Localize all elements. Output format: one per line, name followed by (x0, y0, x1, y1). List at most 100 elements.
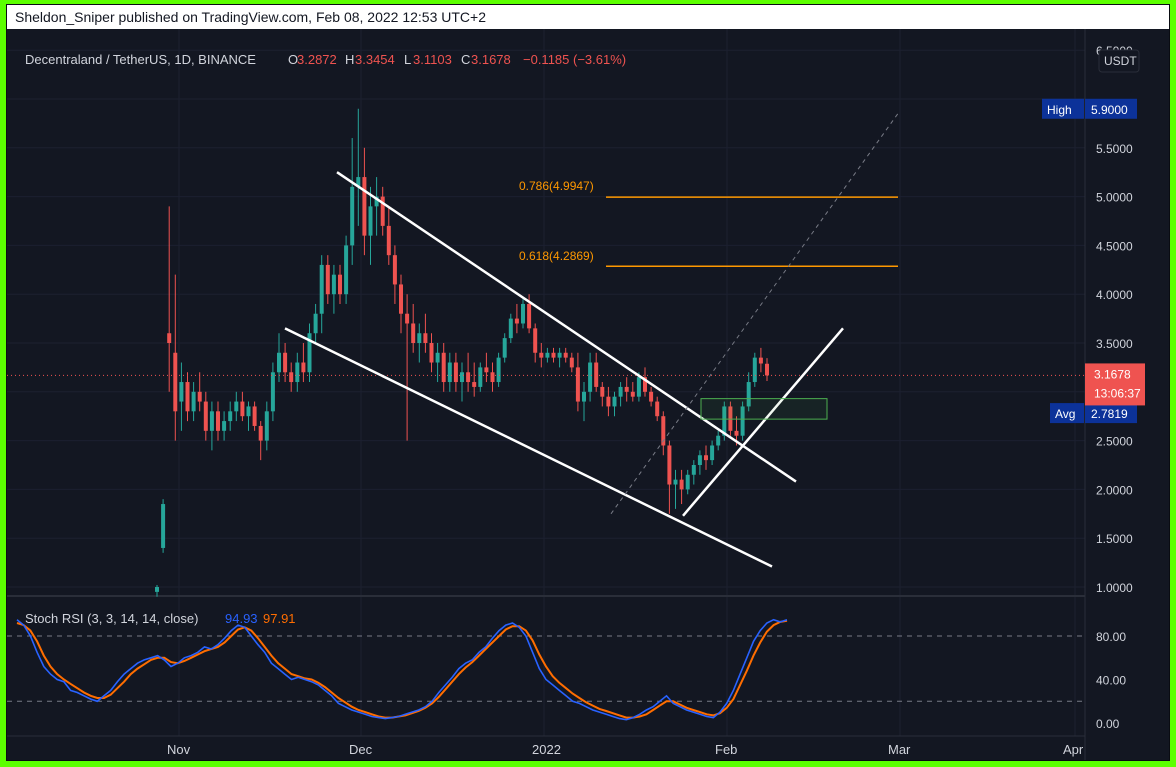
candle-body (173, 352, 178, 412)
candle-body (716, 435, 721, 446)
time-tick-label: 2022 (532, 742, 561, 757)
candle-body (289, 372, 294, 383)
high-tag-label: High (1047, 103, 1072, 117)
candle-body (734, 430, 739, 436)
drawings[interactable] (7, 110, 1085, 568)
chart-frame: 6.50005.50005.00004.50004.00003.50002.50… (6, 4, 1170, 761)
candle-body (557, 352, 562, 358)
candle-body (679, 479, 684, 490)
candle-body (435, 352, 440, 363)
last-price-tag (1085, 363, 1145, 406)
candle-body (447, 362, 452, 383)
candle-body (240, 401, 245, 417)
channel-upper-trendline[interactable] (336, 171, 797, 483)
candle-body (569, 357, 574, 368)
fib-0786-label: 0.786(4.9947) (519, 179, 594, 193)
candle-body (478, 367, 483, 387)
candle-body (527, 303, 532, 329)
price-tick-label: 4.0000 (1096, 288, 1133, 302)
candle-body (722, 406, 727, 436)
candle-body (746, 382, 751, 407)
projection-dashed-line[interactable] (610, 110, 901, 515)
time-axis[interactable]: Nov Dec 2022 Feb Mar Apr (167, 742, 1084, 757)
time-tick-label: Feb (715, 742, 737, 757)
candle-body (472, 382, 477, 387)
open-label: O (288, 52, 298, 67)
candle-body (563, 352, 568, 358)
candle-body (630, 391, 635, 397)
candle-body (386, 225, 391, 256)
candle-body (423, 333, 428, 343)
candle-body (338, 274, 342, 295)
candle-body (405, 313, 410, 324)
candle-body (740, 406, 745, 436)
candle-body (313, 313, 318, 334)
close-label: C (461, 52, 470, 67)
candle-body (758, 357, 763, 364)
candle-body (155, 587, 159, 592)
indicator-tick-label: 80.00 (1096, 630, 1126, 644)
candle-body (508, 318, 513, 339)
target-box[interactable] (700, 398, 828, 420)
candle-body (356, 177, 361, 187)
candles (155, 108, 769, 597)
candle-body (606, 396, 611, 407)
channel-lower-trendline[interactable] (284, 327, 773, 568)
candle-body (301, 362, 306, 373)
fib-0618-label: 0.618(4.2869) (519, 249, 594, 263)
candle-body (179, 382, 184, 402)
publisher-bar: Sheldon_Sniper published on TradingView.… (7, 5, 1169, 29)
price-chart[interactable]: 6.50005.50005.00004.50004.00003.50002.50… (7, 5, 1170, 761)
candle-body (649, 391, 654, 402)
price-tick-label: 2.0000 (1096, 483, 1133, 497)
candle-body (331, 274, 336, 295)
candle-body (368, 206, 373, 236)
symbol-label[interactable]: Decentraland / TetherUS, 1D, BINANCE (25, 52, 256, 67)
time-tick-label: Dec (349, 742, 373, 757)
candle-body (246, 406, 251, 417)
candle-body (636, 377, 641, 397)
indicator-tick-label: 40.00 (1096, 674, 1126, 688)
candle-body (325, 264, 330, 295)
candle-body (752, 357, 757, 383)
time-tick-label: Mar (888, 742, 911, 757)
candle-body (283, 352, 288, 373)
candle-body (588, 362, 593, 392)
candle-body (545, 352, 550, 358)
currency-box[interactable] (1098, 49, 1140, 73)
candle-body (655, 401, 660, 417)
last-price-label: 3.1678 (1094, 367, 1131, 381)
candle-body (484, 367, 489, 373)
currency-label: USDT (1104, 54, 1137, 68)
candle-body (521, 303, 525, 324)
avg-tag-label: Avg (1055, 407, 1075, 421)
high-value: 3.3454 (355, 52, 395, 67)
candle-body (411, 323, 416, 343)
candle-body (392, 255, 397, 285)
close-value: 3.1678 (471, 52, 511, 67)
low-value: 3.1103 (413, 52, 452, 67)
candle-body (350, 186, 355, 246)
candle-body (277, 352, 281, 373)
candle-body (691, 465, 696, 475)
time-tick-label: Nov (167, 742, 191, 757)
candle-body (661, 416, 666, 446)
candle-body (496, 357, 501, 383)
candle-body (258, 425, 263, 441)
stoch-k-line (16, 618, 788, 721)
candle-body (594, 362, 599, 387)
candle-body (551, 352, 556, 358)
candle-body (209, 411, 214, 431)
candle-body (618, 386, 623, 397)
low-label: L (404, 52, 411, 67)
chart-background (7, 5, 1169, 760)
price-axis[interactable]: 6.50005.50005.00004.50004.00003.50002.50… (1042, 44, 1145, 731)
indicator-title[interactable]: Stoch RSI (3, 3, 14, 14, close) (25, 611, 198, 626)
candle-body (460, 372, 464, 383)
k-value: 94.93 (225, 611, 258, 626)
candle-body (264, 411, 269, 441)
candle-body (203, 401, 208, 431)
candle-body (575, 367, 580, 402)
candle-body (417, 333, 422, 343)
support-trendline[interactable] (682, 327, 844, 517)
